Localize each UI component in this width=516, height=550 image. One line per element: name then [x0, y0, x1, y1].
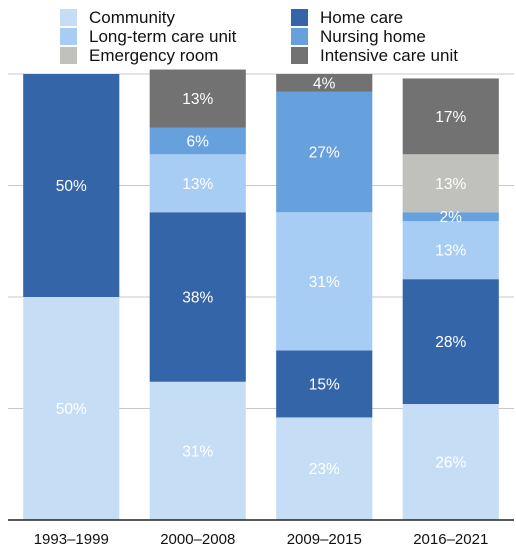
data-label-1993-1999-home-care: 50%	[56, 178, 87, 195]
legend-swatch-community	[60, 9, 77, 26]
data-label-2009-2015-intensive-care-unit: 4%	[313, 75, 336, 92]
bar-2009-2015-long-term-care-unit	[276, 212, 373, 351]
x-tick-label-1993-1999: 1993–1999	[34, 531, 109, 548]
legend-swatch-emergency-room	[60, 47, 77, 64]
legend-label-home-care: Home care	[320, 8, 403, 27]
x-tick-label-2016-2021: 2016–2021	[413, 531, 488, 548]
legend-swatch-nursing-home	[291, 28, 308, 45]
legend-label-nursing-home: Nursing home	[320, 27, 426, 46]
legend-item-long-term-care-unit: Long-term care unit	[60, 27, 237, 46]
legend-item-emergency-room: Emergency room	[60, 46, 218, 65]
legend-label-community: Community	[89, 8, 175, 27]
legend-item-nursing-home: Nursing home	[291, 27, 426, 46]
bar-1993-1999-home-care	[23, 74, 120, 297]
bar-2016-2021-long-term-care-unit	[402, 221, 499, 280]
bar-2000-2008-home-care	[149, 212, 246, 382]
data-label-2016-2021-intensive-care-unit: 17%	[435, 109, 466, 126]
bar-1993-1999-community	[23, 297, 120, 520]
bar-2000-2008-community	[149, 381, 246, 520]
legend-swatch-intensive-care-unit	[291, 47, 308, 64]
data-label-2016-2021-nursing-home: 2%	[440, 209, 463, 226]
legend-item-community: Community	[60, 8, 175, 27]
x-tick-label-2000-2008: 2000–2008	[160, 531, 235, 548]
legend: Community Home care Long-term care unit Nur…	[60, 8, 458, 65]
bar-2016-2021-home-care	[402, 279, 499, 405]
data-label-2009-2015-long-term-care-unit: 31%	[309, 274, 340, 291]
legend-item-home-care: Home care	[291, 8, 403, 27]
data-label-2016-2021-community: 26%	[435, 455, 466, 472]
bar-2000-2008-intensive-care-unit	[149, 69, 246, 128]
data-label-2009-2015-nursing-home: 27%	[309, 145, 340, 162]
data-label-2000-2008-long-term-care-unit: 13%	[182, 176, 213, 193]
bar-2009-2015-nursing-home	[276, 91, 373, 213]
legend-label-emergency-room: Emergency room	[89, 46, 218, 65]
bar-2000-2008-long-term-care-unit	[149, 154, 246, 213]
data-label-2000-2008-community: 31%	[182, 443, 213, 460]
data-label-2000-2008-home-care: 38%	[182, 290, 213, 307]
data-label-2000-2008-intensive-care-unit: 13%	[182, 91, 213, 108]
bars	[23, 69, 499, 520]
data-label-2000-2008-nursing-home: 6%	[187, 133, 210, 150]
bar-2016-2021-emergency-room	[402, 154, 499, 213]
bar-2016-2021-community	[402, 404, 499, 520]
data-label-2016-2021-home-care: 28%	[435, 334, 466, 351]
data-label-2009-2015-community: 23%	[309, 461, 340, 478]
legend-label-intensive-care-unit: Intensive care unit	[320, 46, 458, 65]
bar-2000-2008-nursing-home	[149, 127, 246, 155]
bar-2009-2015-community	[276, 417, 373, 520]
legend-swatch-home-care	[291, 9, 308, 26]
bar-2009-2015-home-care	[276, 350, 373, 418]
legend-swatch-long-term-care-unit	[60, 28, 77, 45]
data-label-2016-2021-emergency-room: 13%	[435, 176, 466, 193]
x-tick-labels: 1993–1999 2000–2008 2009–2015 2016–2021	[34, 531, 489, 548]
data-label-2009-2015-home-care: 15%	[309, 376, 340, 393]
legend-item-intensive-care-unit: Intensive care unit	[291, 46, 458, 65]
bar-2016-2021-nursing-home	[402, 212, 499, 222]
data-label-1993-1999-community: 50%	[56, 401, 87, 418]
bar-2009-2015-intensive-care-unit	[276, 74, 373, 92]
legend-label-long-term-care-unit: Long-term care unit	[89, 27, 237, 46]
data-label-2016-2021-long-term-care-unit: 13%	[435, 243, 466, 260]
x-tick-label-2009-2015: 2009–2015	[287, 531, 362, 548]
segment-labels: 50% 50% 31% 38% 13% 6% 13% 23% 15% 31% 27% 4% 26% 28%…	[56, 75, 467, 478]
bar-2016-2021-intensive-care-unit	[402, 78, 499, 155]
